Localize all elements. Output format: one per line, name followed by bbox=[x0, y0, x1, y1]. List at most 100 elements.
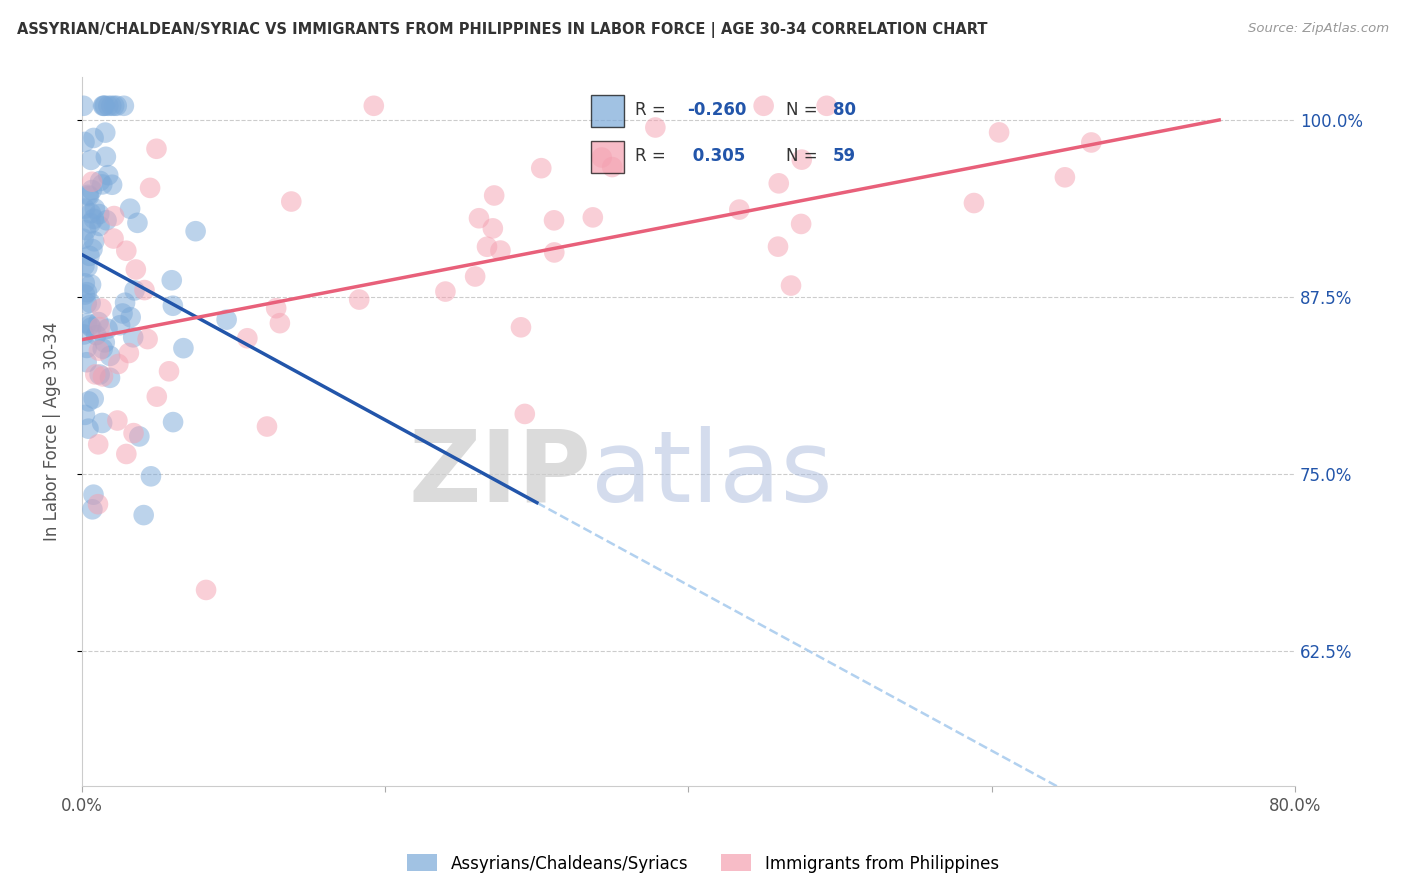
Point bbox=[1080, 136, 1102, 150]
Point bbox=[79, 249, 101, 263]
Point bbox=[115, 447, 138, 461]
Point bbox=[80, 216, 103, 230]
Point bbox=[269, 316, 291, 330]
Point bbox=[475, 240, 498, 254]
Point bbox=[73, 287, 96, 301]
Point bbox=[124, 284, 146, 298]
Point bbox=[768, 177, 790, 191]
Point bbox=[84, 328, 107, 343]
Point bbox=[76, 316, 98, 330]
Point bbox=[728, 202, 751, 217]
Point bbox=[347, 293, 370, 307]
Point bbox=[236, 331, 259, 345]
Point bbox=[280, 194, 302, 209]
Point bbox=[91, 99, 114, 113]
Point bbox=[83, 392, 105, 406]
Point bbox=[83, 488, 105, 502]
Point bbox=[111, 306, 134, 320]
Point bbox=[780, 278, 803, 293]
Text: ASSYRIAN/CHALDEAN/SYRIAC VS IMMIGRANTS FROM PHILIPPINES IN LABOR FORCE | AGE 30-: ASSYRIAN/CHALDEAN/SYRIAC VS IMMIGRANTS F… bbox=[17, 22, 987, 38]
Point bbox=[75, 223, 97, 237]
Text: atlas: atlas bbox=[592, 425, 834, 523]
Point bbox=[72, 99, 94, 113]
Point bbox=[543, 213, 565, 227]
Point bbox=[83, 202, 105, 216]
Point bbox=[77, 189, 100, 203]
Point bbox=[87, 343, 110, 358]
Point bbox=[434, 285, 457, 299]
Point bbox=[103, 99, 125, 113]
Point bbox=[600, 160, 623, 174]
Point bbox=[91, 342, 114, 356]
Y-axis label: In Labor Force | Age 30-34: In Labor Force | Age 30-34 bbox=[44, 322, 60, 541]
Point bbox=[766, 240, 789, 254]
Point bbox=[815, 99, 838, 113]
Point bbox=[543, 245, 565, 260]
Point bbox=[83, 234, 105, 248]
Point bbox=[988, 125, 1011, 139]
Point bbox=[82, 242, 104, 256]
Point bbox=[80, 277, 103, 292]
Point bbox=[464, 269, 486, 284]
Point bbox=[118, 346, 141, 360]
Point bbox=[73, 408, 96, 422]
Point bbox=[73, 135, 96, 149]
Point bbox=[513, 407, 536, 421]
Point bbox=[139, 469, 162, 483]
Point bbox=[120, 310, 142, 325]
Point bbox=[105, 413, 128, 427]
Point bbox=[108, 318, 131, 333]
Point bbox=[79, 296, 101, 310]
Point bbox=[76, 341, 98, 355]
Point bbox=[80, 153, 103, 167]
Point bbox=[146, 390, 169, 404]
Point bbox=[89, 207, 111, 221]
Point bbox=[83, 131, 105, 145]
Point bbox=[103, 231, 125, 245]
Point bbox=[489, 244, 512, 258]
Point bbox=[76, 296, 98, 310]
Point bbox=[128, 429, 150, 443]
Point bbox=[90, 301, 112, 316]
Point bbox=[89, 174, 111, 188]
Point bbox=[256, 419, 278, 434]
Point bbox=[162, 299, 184, 313]
Point bbox=[94, 126, 117, 140]
Point bbox=[100, 99, 122, 113]
Point bbox=[530, 161, 553, 176]
Point bbox=[93, 99, 115, 113]
Point bbox=[264, 301, 287, 316]
Point bbox=[963, 196, 986, 211]
Point bbox=[91, 369, 114, 384]
Point bbox=[790, 153, 813, 167]
Point bbox=[510, 320, 533, 334]
Point bbox=[97, 168, 120, 182]
Text: Source: ZipAtlas.com: Source: ZipAtlas.com bbox=[1249, 22, 1389, 36]
Text: ZIP: ZIP bbox=[409, 425, 592, 523]
Point bbox=[120, 202, 142, 216]
Point bbox=[80, 206, 103, 220]
Point bbox=[132, 508, 155, 522]
Point bbox=[157, 364, 180, 378]
Point bbox=[644, 120, 666, 135]
Point bbox=[73, 259, 96, 273]
Point bbox=[76, 260, 98, 275]
Point bbox=[94, 335, 117, 350]
Point bbox=[94, 99, 117, 113]
Point bbox=[89, 320, 111, 334]
Point bbox=[84, 368, 107, 382]
Point bbox=[103, 209, 125, 223]
Point bbox=[363, 99, 385, 113]
Point bbox=[80, 320, 103, 334]
Point bbox=[80, 183, 103, 197]
Point bbox=[87, 497, 110, 511]
Point bbox=[77, 394, 100, 409]
Point bbox=[160, 273, 183, 287]
Point bbox=[195, 582, 218, 597]
Point bbox=[97, 99, 120, 113]
Point bbox=[172, 341, 194, 355]
Point bbox=[1053, 170, 1076, 185]
Point bbox=[114, 295, 136, 310]
Point bbox=[73, 277, 96, 291]
Point bbox=[73, 327, 96, 342]
